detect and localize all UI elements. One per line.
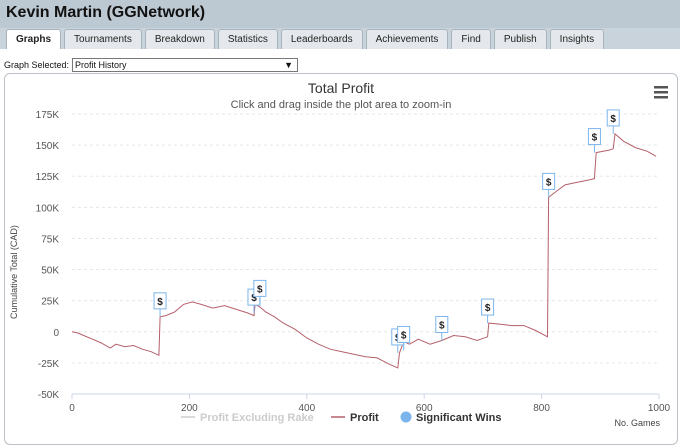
graph-select-label: Graph Selected: <box>4 60 70 70</box>
legend-item-significant-wins[interactable]: Significant Wins <box>400 411 502 425</box>
legend-label-significant-wins: Significant Wins <box>416 412 501 424</box>
chevron-down-icon: ▼ <box>284 60 294 70</box>
flag-label: $ <box>251 293 257 304</box>
significant-win-flags: $$$$$$$$$$ <box>153 109 620 353</box>
tab-statistics[interactable]: Statistics <box>217 29 278 49</box>
chart-container[interactable]: Total Profit Click and drag inside the p… <box>4 73 678 445</box>
flag-label: $ <box>485 303 491 314</box>
flag-label: $ <box>401 330 407 341</box>
window-titlebar: Kevin Martin (GGNetwork) <box>0 0 680 28</box>
y-tick-label: 100K <box>36 203 60 214</box>
profit-chart[interactable]: Total Profit Click and drag inside the p… <box>5 74 677 444</box>
significant-win-flag[interactable]: $ <box>435 315 449 341</box>
tab-insights[interactable]: Insights <box>549 29 605 49</box>
graph-select-value: Profit History <box>75 60 127 70</box>
x-tick-label: 800 <box>533 403 550 414</box>
y-tick-label: 50K <box>41 266 59 277</box>
tab-graphs[interactable]: Graphs <box>6 29 62 50</box>
legend-item-profit[interactable]: Profit <box>331 412 379 424</box>
significant-win-flag[interactable]: $ <box>606 109 620 134</box>
graphs-panel: Graph Selected: Profit History ▼ Total P… <box>0 49 680 445</box>
y-tick-label: 175K <box>36 110 60 121</box>
y-tick-label: 150K <box>36 141 60 152</box>
flag-label: $ <box>157 297 163 308</box>
gridlines <box>72 113 659 395</box>
tab-find[interactable]: Find <box>451 29 491 49</box>
x-tick-label: 0 <box>69 403 75 414</box>
series-layer <box>71 132 657 369</box>
significant-win-flag[interactable]: $ <box>481 298 495 324</box>
tab-tournaments[interactable]: Tournaments <box>64 29 142 49</box>
x-tick-label: 400 <box>298 403 315 414</box>
x-tick-label: 1000 <box>648 403 671 414</box>
tab-breakdown[interactable]: Breakdown <box>144 29 215 49</box>
tab-achievements[interactable]: Achievements <box>365 29 449 49</box>
significant-win-flag[interactable]: $ <box>153 292 167 317</box>
page-title: Kevin Martin (GGNetwork) <box>6 4 206 21</box>
flag-label: $ <box>257 284 263 295</box>
y-tick-label: 125K <box>36 172 60 183</box>
significant-win-flag[interactable]: $ <box>253 279 267 305</box>
significant-win-flag[interactable]: $ <box>587 128 601 153</box>
graph-select-dropdown[interactable]: Profit History ▼ <box>72 58 299 72</box>
significant-win-flag[interactable]: $ <box>397 325 411 351</box>
y-tick-label: -50K <box>38 390 59 401</box>
chart-subtitle: Click and drag inside the plot area to z… <box>231 99 452 111</box>
hamburger-menu-icon[interactable] <box>654 86 668 99</box>
legend-label-profit: Profit <box>350 412 379 424</box>
graph-select-row: Graph Selected: Profit History ▼ <box>4 58 299 72</box>
y-axis-ticks: 175K 150K 125K 100K 75K 50K 25K 0 -25K -50K <box>36 110 60 401</box>
flag-label: $ <box>592 133 598 144</box>
chart-legend: Profit Excluding Rake Profit Significant… <box>181 411 502 425</box>
y-tick-label: -25K <box>38 359 59 370</box>
flag-label: $ <box>610 114 616 125</box>
tab-bar: Graphs Tournaments Breakdown Statistics … <box>6 29 605 50</box>
legend-item-profit-excluding-rake[interactable]: Profit Excluding Rake <box>181 412 314 424</box>
y-tick-label: 75K <box>41 234 59 245</box>
x-tick-label: 200 <box>181 403 198 414</box>
legend-label-profit-excluding-rake: Profit Excluding Rake <box>200 412 314 424</box>
x-axis-ticks: 0 200 400 600 800 1000 <box>69 394 671 414</box>
x-axis-title: No. Games <box>614 418 660 428</box>
flag-label: $ <box>546 177 552 188</box>
y-tick-label: 25K <box>41 297 59 308</box>
y-tick-label: 0 <box>53 328 59 339</box>
x-tick-label: 600 <box>416 403 433 414</box>
significant-win-flag[interactable]: $ <box>542 172 556 198</box>
tab-leaderboards[interactable]: Leaderboards <box>280 29 363 49</box>
flag-label: $ <box>439 320 445 331</box>
chart-title: Total Profit <box>308 80 374 96</box>
tab-publish[interactable]: Publish <box>493 29 547 49</box>
y-axis-title: Cumulative Total (CAD) <box>9 225 19 319</box>
profit-line <box>71 132 657 369</box>
